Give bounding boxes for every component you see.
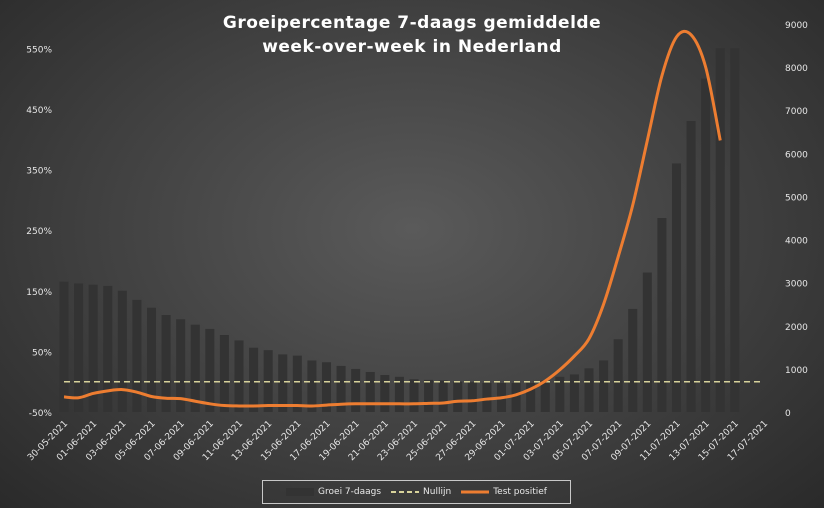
bar-22-06-2021 — [394, 376, 404, 412]
legend-bar-label: Groei 7-daags — [318, 487, 382, 497]
y-left-tick-label: 250% — [26, 227, 52, 237]
bar-20-06-2021 — [365, 371, 375, 412]
bar-28-06-2021 — [482, 382, 492, 412]
bar-19-06-2021 — [351, 368, 361, 412]
y-right-tick-label: 3000 — [785, 280, 808, 290]
y-left-tick-label: -50% — [29, 409, 53, 419]
bar-24-06-2021 — [424, 379, 434, 412]
y-right-tick-label: 9000 — [785, 21, 808, 31]
bar-10-06-2021 — [219, 335, 229, 412]
legend-item-nullijn: Nullijn — [391, 487, 451, 497]
legend: Groei 7-daags Nullijn Test positief — [262, 480, 571, 504]
legend-nullijn-label: Nullijn — [423, 487, 452, 497]
bar-31-05-2021 — [74, 283, 84, 412]
bar-10-07-2021 — [657, 218, 667, 412]
y-right-tick-label: 7000 — [785, 107, 808, 117]
bar-05-07-2021 — [584, 368, 594, 412]
bar-13-07-2021 — [701, 78, 711, 412]
bar-18-06-2021 — [336, 365, 346, 412]
bar-21-06-2021 — [380, 375, 390, 412]
legend-dash-swatch — [391, 491, 420, 493]
bar-14-07-2021 — [715, 48, 725, 412]
bar-06-06-2021 — [161, 315, 171, 412]
y-right-tick-label: 4000 — [785, 237, 808, 247]
bar-02-06-2021 — [103, 285, 113, 412]
y-right-tick-label: 8000 — [785, 64, 808, 74]
bar-03-07-2021 — [555, 376, 565, 412]
bar-01-06-2021 — [88, 284, 98, 412]
y-right-tick-label: 6000 — [785, 150, 808, 160]
y-left-tick-label: 350% — [26, 167, 52, 177]
y-right-tick-label: 5000 — [785, 193, 808, 203]
bar-26-06-2021 — [453, 381, 463, 412]
bar-04-06-2021 — [132, 299, 142, 412]
y-left-tick-label: 50% — [32, 348, 52, 358]
bar-14-06-2021 — [278, 354, 288, 412]
legend-line-swatch — [461, 490, 490, 494]
test-positief-line — [63, 29, 722, 408]
y-left-tick-label: 550% — [26, 45, 52, 55]
bar-15-07-2021 — [730, 48, 740, 412]
bar-25-06-2021 — [438, 380, 448, 412]
legend-item-bars: Groei 7-daags — [286, 487, 381, 497]
bar-16-06-2021 — [307, 360, 317, 412]
y-right-tick-label: 0 — [785, 409, 791, 419]
bar-11-07-2021 — [671, 163, 682, 412]
bar-07-07-2021 — [613, 339, 623, 412]
bar-11-06-2021 — [234, 340, 244, 412]
bar-27-06-2021 — [467, 382, 477, 412]
bar-15-06-2021 — [292, 355, 302, 412]
bar-12-06-2021 — [249, 347, 259, 412]
chart-title-line-1: Groeipercentage 7-daags gemiddelde — [222, 13, 602, 33]
bar-17-06-2021 — [321, 362, 332, 412]
bar-01-07-2021 — [526, 382, 536, 412]
bar-06-07-2021 — [599, 360, 609, 412]
bar-30-06-2021 — [511, 382, 521, 412]
bar-12-07-2021 — [686, 121, 696, 412]
bar-08-07-2021 — [628, 308, 638, 412]
y-left-tick-label: 150% — [26, 288, 52, 298]
bar-04-07-2021 — [569, 374, 579, 412]
y-left-tick-label: 450% — [26, 106, 52, 116]
bar-30-05-2021 — [59, 281, 69, 412]
bar-23-06-2021 — [409, 379, 419, 412]
bar-08-06-2021 — [190, 324, 200, 412]
y-right-tick-label: 2000 — [785, 323, 808, 333]
bar-07-06-2021 — [176, 319, 186, 412]
chart-title-line-2: week-over-week in Nederland — [262, 37, 562, 57]
bar-03-06-2021 — [117, 290, 127, 412]
legend-line-label: Test positief — [493, 487, 547, 497]
y-right-tick-label: 1000 — [785, 366, 808, 376]
bar-02-07-2021 — [540, 380, 550, 412]
bar-09-06-2021 — [205, 328, 215, 412]
bar-05-06-2021 — [146, 307, 157, 412]
legend-bar-swatch — [286, 488, 315, 496]
legend-item-line: Test positief — [461, 487, 547, 497]
bar-09-07-2021 — [642, 272, 652, 412]
